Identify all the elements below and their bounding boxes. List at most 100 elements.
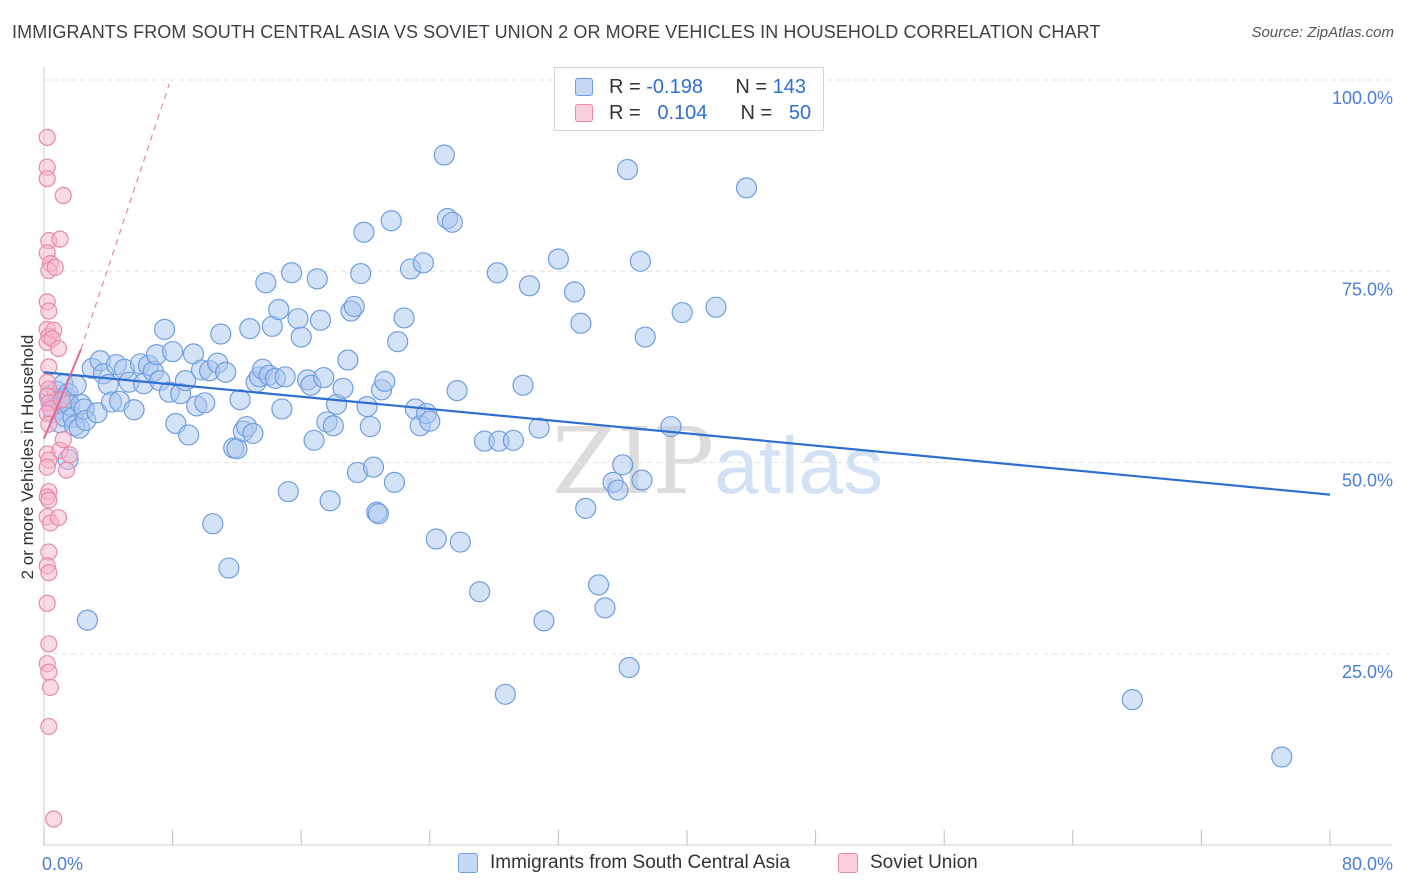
data-point-blue-136 xyxy=(618,656,640,679)
y-tick-label-3: 100.0% xyxy=(1332,88,1393,108)
tick-labels: 25.0% 50.0% 75.0% 100.0% 0.0% 80.0% xyxy=(42,88,1393,874)
data-point-blue-111 xyxy=(433,144,455,166)
data-point-pink-25 xyxy=(40,491,58,509)
data-point-blue-48 xyxy=(194,392,216,414)
data-point-blue-139 xyxy=(634,326,656,348)
data-point-pink-48 xyxy=(57,461,76,479)
data-point-blue-113 xyxy=(441,211,463,233)
data-point-blue-141 xyxy=(671,301,693,324)
legend-pink-n-label: N = xyxy=(740,101,773,124)
x-tick-label-0: 0.0% xyxy=(42,854,83,874)
data-point-blue-135 xyxy=(616,158,639,181)
data-point-pink-34 xyxy=(40,663,58,681)
data-point-blue-78 xyxy=(303,429,325,451)
data-point-blue-93 xyxy=(356,396,378,418)
trendlines xyxy=(43,83,1331,496)
data-point-blue-107 xyxy=(412,252,434,274)
data-point-blue-71 xyxy=(274,366,296,388)
stats-legend: R = -0.198 N = 143 R = 0.104 N = 50 xyxy=(554,67,824,131)
data-point-blue-131 xyxy=(594,597,616,619)
data-point-blue-128 xyxy=(570,312,592,334)
data-point-blue-79 xyxy=(306,268,328,290)
trendline-1 xyxy=(43,348,82,440)
data-point-blue-75 xyxy=(290,326,312,348)
data-point-blue-122 xyxy=(512,374,534,396)
data-point-blue-124 xyxy=(528,417,550,439)
watermark-atlas: atlas xyxy=(714,421,884,510)
legend-pink-r-value: 0.104 xyxy=(657,101,708,124)
data-point-blue-121 xyxy=(502,429,524,451)
data-point-pink-35 xyxy=(41,678,60,697)
data-point-blue-115 xyxy=(449,531,471,553)
y-tick-label-2: 75.0% xyxy=(1342,279,1393,299)
points-immigrants-south-central-asia xyxy=(39,144,1293,768)
data-point-blue-100 xyxy=(380,210,402,232)
data-point-pink-42 xyxy=(46,258,64,277)
bottom-legend-swatch-blue xyxy=(458,853,478,873)
data-point-blue-99 xyxy=(374,370,396,393)
data-point-pink-32 xyxy=(40,635,58,653)
bottom-legend-blue: Immigrants from South Central Asia xyxy=(458,850,790,876)
data-point-blue-134 xyxy=(612,454,634,476)
bottom-legend-blue-label: Immigrants from South Central Asia xyxy=(490,852,790,873)
bottom-legend-pink-label: Soviet Union xyxy=(870,852,978,873)
axes xyxy=(43,67,1392,846)
data-point-blue-60 xyxy=(239,318,261,340)
legend-swatch-blue xyxy=(575,78,593,96)
data-point-pink-36 xyxy=(40,717,58,736)
data-point-pink-49 xyxy=(61,446,79,464)
data-point-blue-54 xyxy=(218,557,240,579)
bottom-legend-swatch-pink xyxy=(838,853,858,873)
legend-blue-r-value: -0.198 xyxy=(646,75,703,98)
data-point-pink-41 xyxy=(51,230,69,248)
legend-pink-n-value: 50 xyxy=(788,101,812,124)
legend-pink-r-label: R = xyxy=(609,101,641,124)
data-point-blue-92 xyxy=(353,221,375,243)
data-point-pink-37 xyxy=(45,810,63,828)
data-point-blue-127 xyxy=(563,281,586,303)
data-point-blue-69 xyxy=(268,298,290,321)
data-point-blue-101 xyxy=(383,471,406,493)
data-point-blue-94 xyxy=(359,415,381,438)
data-point-blue-86 xyxy=(332,377,354,399)
data-point-pink-45 xyxy=(49,339,68,358)
data-point-blue-130 xyxy=(587,574,610,596)
data-point-blue-74 xyxy=(287,308,309,330)
x-tick-label-1: 80.0% xyxy=(1342,854,1393,874)
data-point-blue-144 xyxy=(1121,689,1143,711)
y-tick-label-0: 25.0% xyxy=(1342,662,1393,682)
data-point-blue-143 xyxy=(735,177,758,199)
data-point-pink-2 xyxy=(38,170,56,188)
data-point-blue-87 xyxy=(337,349,359,371)
data-point-blue-138 xyxy=(631,469,653,491)
data-point-blue-70 xyxy=(271,398,293,420)
legend-row-pink: R = 0.104 N = 50 xyxy=(575,101,811,125)
data-point-blue-123 xyxy=(518,275,541,297)
data-point-blue-20 xyxy=(76,609,99,631)
data-point-blue-91 xyxy=(350,262,372,285)
trendline-2 xyxy=(80,83,170,350)
legend-blue-n-label: N = xyxy=(735,75,768,98)
legend-blue-r-label: R = xyxy=(609,75,641,98)
data-point-blue-80 xyxy=(309,309,332,331)
data-point-blue-52 xyxy=(210,323,232,345)
legend-blue-n-value: 143 xyxy=(772,75,806,98)
data-point-blue-81 xyxy=(313,366,335,389)
data-point-blue-84 xyxy=(322,415,344,437)
data-point-blue-102 xyxy=(387,331,409,353)
data-point-pink-0 xyxy=(38,128,56,146)
data-point-pink-19 xyxy=(40,415,58,433)
data-point-blue-142 xyxy=(705,296,727,318)
data-point-blue-40 xyxy=(162,340,184,363)
data-point-blue-125 xyxy=(533,610,555,632)
data-point-blue-31 xyxy=(123,399,145,421)
data-point-blue-65 xyxy=(255,272,277,294)
bottom-legend-pink: Soviet Union xyxy=(838,850,978,876)
chart-title: IMMIGRANTS FROM SOUTH CENTRAL ASIA VS SO… xyxy=(12,22,1101,42)
data-point-blue-57 xyxy=(229,389,251,411)
data-point-blue-145 xyxy=(1271,746,1293,768)
data-point-blue-109 xyxy=(419,410,441,432)
data-point-blue-103 xyxy=(393,307,415,329)
data-point-blue-72 xyxy=(277,480,299,503)
